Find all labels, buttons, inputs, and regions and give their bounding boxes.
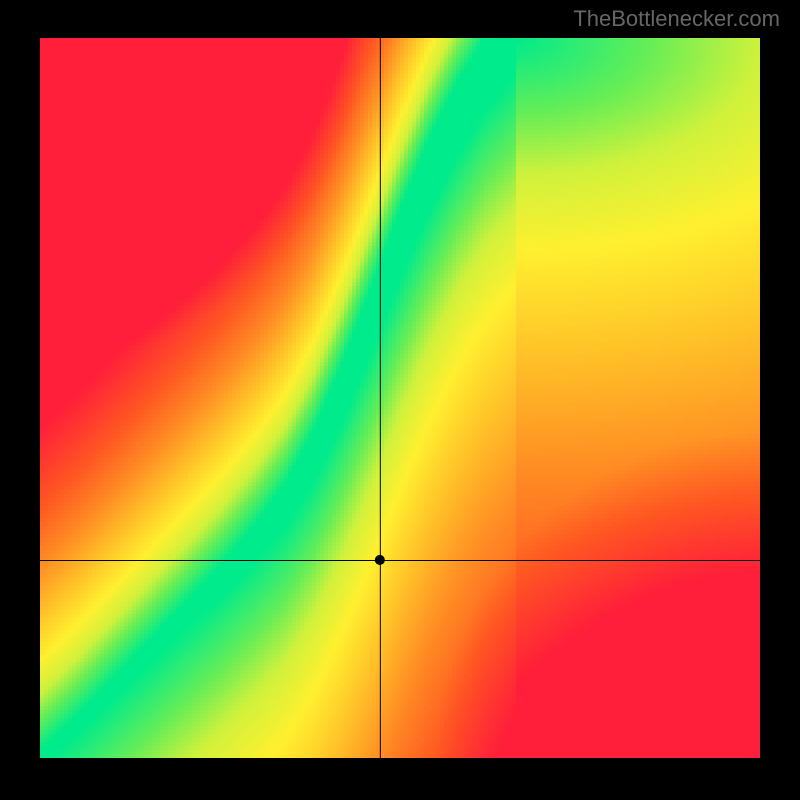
watermark-text: TheBottlenecker.com xyxy=(573,6,780,32)
plot-area xyxy=(40,38,760,758)
chart-container: TheBottlenecker.com xyxy=(0,0,800,800)
crosshair-overlay xyxy=(40,38,760,758)
